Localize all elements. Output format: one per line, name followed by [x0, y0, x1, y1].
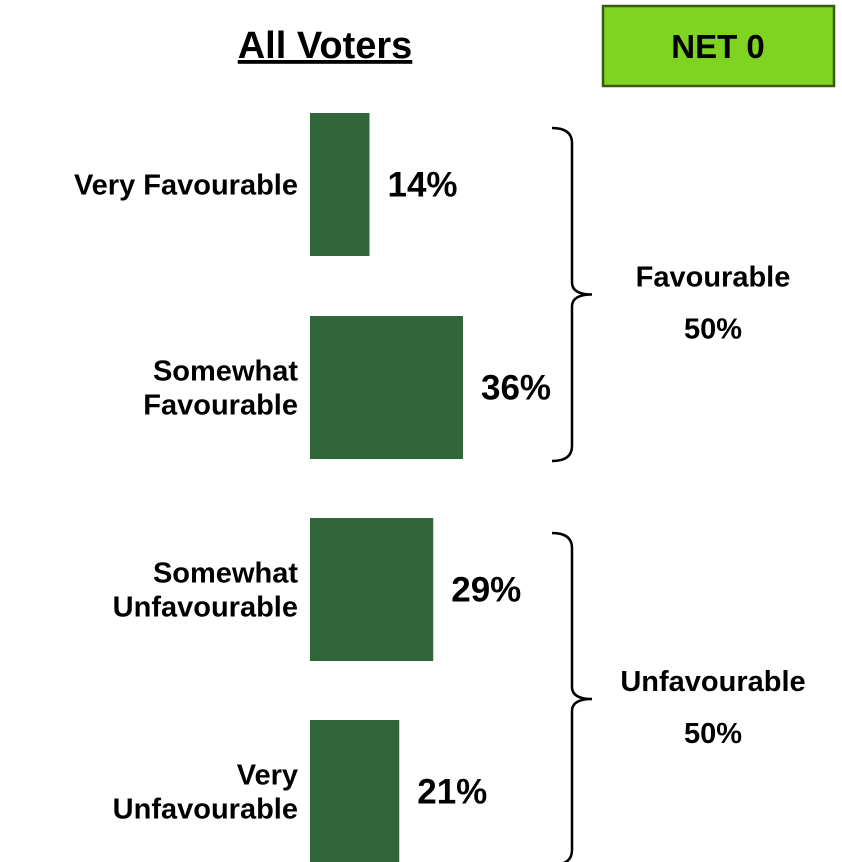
group-bracket [551, 126, 593, 463]
category-labels: Very FavourableSomewhatFavourableSomewha… [74, 170, 298, 826]
bar [310, 113, 370, 256]
category-label: Somewhat [153, 558, 298, 590]
group-value-label: 50% [684, 314, 742, 346]
bar-group [310, 113, 463, 862]
value-label: 21% [417, 773, 487, 812]
category-label: Somewhat [153, 356, 298, 388]
category-label: Unfavourable [113, 592, 298, 624]
group-labels: Favourable 50% Unfavourable 50% [620, 262, 805, 751]
bar [310, 518, 434, 661]
group-label: Favourable [636, 262, 791, 294]
bar [310, 720, 400, 862]
value-labels: 14% 36% 29% 21% [388, 166, 552, 812]
value-label: 14% [388, 166, 458, 205]
bar [310, 316, 463, 459]
category-label: Unfavourable [113, 794, 298, 826]
value-label: 36% [481, 369, 551, 408]
group-brackets [551, 126, 593, 862]
value-label: 29% [451, 571, 521, 610]
category-label: Very [237, 760, 298, 792]
chart-title: All Voters [238, 25, 413, 67]
group-bracket [551, 531, 593, 862]
category-label: Favourable [143, 390, 298, 422]
group-value-label: 50% [684, 718, 742, 750]
group-label: Unfavourable [620, 666, 805, 698]
net-badge-label: NET 0 [671, 28, 765, 65]
category-label: Very Favourable [74, 170, 298, 202]
net-badge-box [601, 4, 836, 88]
net-badge: NET 0 [601, 4, 836, 88]
